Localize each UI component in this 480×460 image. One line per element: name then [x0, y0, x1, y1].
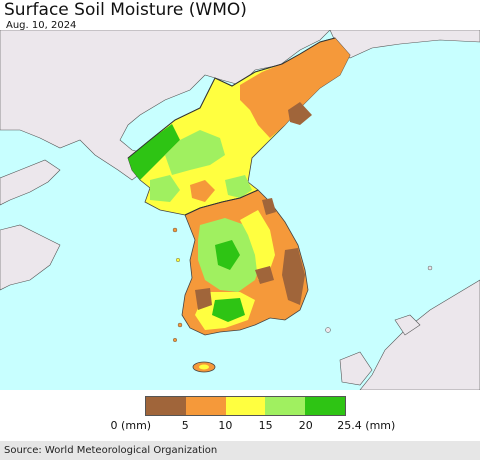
jeju-center [199, 364, 209, 370]
ulleung-island [427, 265, 433, 271]
islet [172, 227, 178, 233]
legend-swatch-4 [305, 397, 345, 415]
legend-swatch-1 [185, 397, 226, 415]
south-korea-south-green [212, 298, 245, 322]
legend-tick-label: 5 [181, 419, 189, 432]
legend-swatch-0 [146, 397, 186, 415]
north-korea-orange-patch [190, 180, 215, 202]
legend-tick-label: 10 [218, 419, 233, 432]
map-title: Surface Soil Moisture (WMO) [4, 0, 247, 20]
shandong-landmass [0, 159, 61, 206]
color-legend [145, 396, 346, 416]
legend-swatch-2 [225, 397, 266, 415]
legend-ticks: 0 (mm) 5 10 15 20 25.4 (mm) [0, 419, 480, 433]
south-korea-brown-southwest [195, 288, 212, 310]
legend-tick-label: 0 (mm) [110, 419, 152, 432]
north-korea-central-green [150, 175, 180, 202]
north-korea-northeast-dry [240, 38, 350, 138]
legend-tick-label: 15 [258, 419, 273, 432]
map-date: Aug. 10, 2024 [6, 20, 77, 31]
japan-landmass [359, 279, 480, 390]
legend-swatch-3 [265, 397, 306, 415]
south-korea-yellow-band [240, 210, 275, 280]
south-korea-brown-southeast [255, 266, 274, 284]
south-korea-central-wetter [215, 240, 240, 270]
legend-tick-label: 20 [298, 419, 313, 432]
south-korea-brown-northeast [262, 198, 276, 215]
soil-moisture-map [0, 30, 480, 390]
north-korea-east-green [225, 175, 252, 198]
north-korea-west-green [165, 130, 225, 175]
tsushima-island [325, 327, 331, 333]
japan-island [394, 314, 421, 336]
islet [172, 338, 177, 343]
china-nk-border [127, 37, 336, 159]
source-credit: Source: World Meteorological Organizatio… [0, 441, 480, 460]
islet [177, 322, 183, 328]
north-korea-northwest-wet [128, 124, 180, 180]
dmz-border [184, 189, 259, 216]
south-korea-brown-east [282, 248, 305, 305]
islet [175, 257, 180, 262]
japan-kyushu [339, 351, 373, 386]
western-landmass [0, 224, 61, 291]
north-korea-northeast-very-dry [288, 102, 312, 125]
legend-tick-label: 25.4 (mm) [337, 419, 396, 432]
